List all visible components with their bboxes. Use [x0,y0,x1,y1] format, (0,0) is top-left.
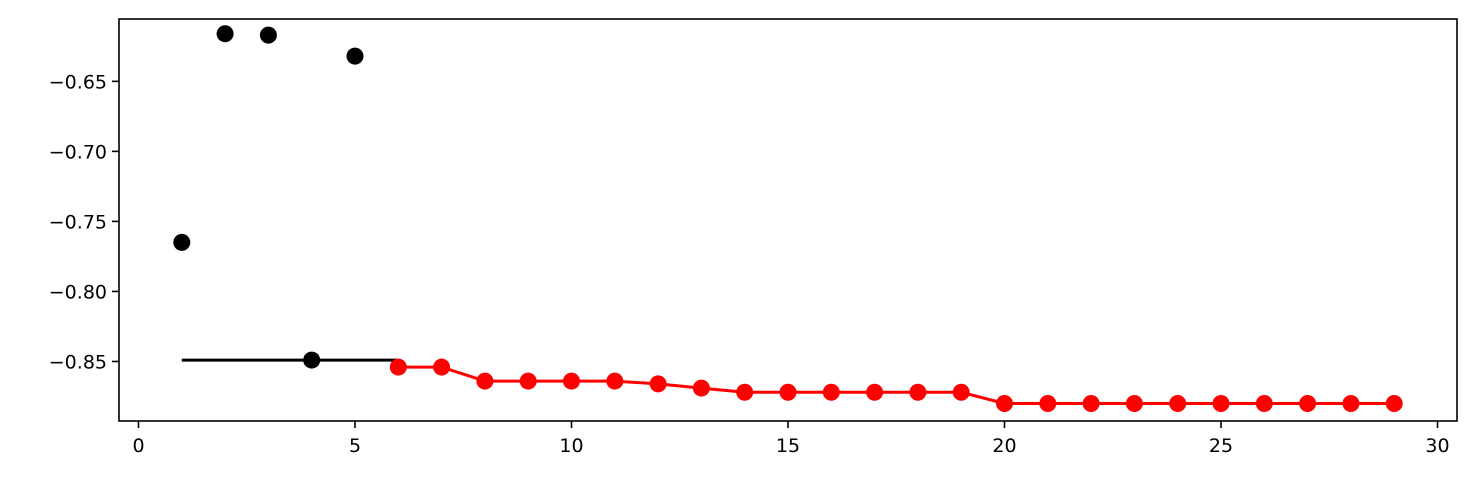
plot-series [173,25,1403,412]
red-series-line [398,365,1395,405]
y-tick-label: −0.75 [49,211,107,233]
y-tick-label: −0.65 [49,71,107,93]
black-series-point [346,47,364,65]
x-tick-label: 25 [1209,435,1233,457]
y-tick-label: −0.70 [49,141,107,163]
x-tick-label: 0 [132,435,144,457]
red-series-point [1385,394,1403,412]
red-series-point [822,383,840,401]
red-series-point [1255,394,1273,412]
red-series-point [389,358,407,376]
x-tick-label: 10 [559,435,583,457]
red-series-point [606,372,624,390]
red-series-point [952,383,970,401]
red-series-point [996,394,1014,412]
red-series-point [866,383,884,401]
y-tick-label: −0.80 [49,281,107,303]
red-series-point [649,375,667,393]
x-tick-label: 30 [1425,435,1449,457]
red-series-point [519,372,537,390]
red-series-point [1125,394,1143,412]
red-series-point [909,383,927,401]
y-tick-label: −0.85 [49,351,107,373]
red-series-point [1169,394,1187,412]
x-tick-label: 5 [349,435,361,457]
red-series-point [433,358,451,376]
red-series-point [779,383,797,401]
x-axis-ticks: 0 5 10 15 20 25 30 [132,421,1450,457]
y-axis-ticks: −0.85 −0.80 −0.75 −0.70 −0.65 [49,71,119,373]
red-series-point [1039,394,1057,412]
x-tick-label: 15 [776,435,800,457]
black-series-point [216,25,234,43]
black-series-point [173,233,191,251]
x-tick-label: 20 [992,435,1016,457]
red-series-point [476,372,494,390]
plot-frame [118,18,1458,422]
red-series-point [1342,394,1360,412]
black-series-point [259,26,277,44]
red-series-point [1082,394,1100,412]
red-series-point [736,383,754,401]
red-series-point [1299,394,1317,412]
red-series-point [562,372,580,390]
red-series-point [1212,394,1230,412]
red-series-point [692,379,710,397]
